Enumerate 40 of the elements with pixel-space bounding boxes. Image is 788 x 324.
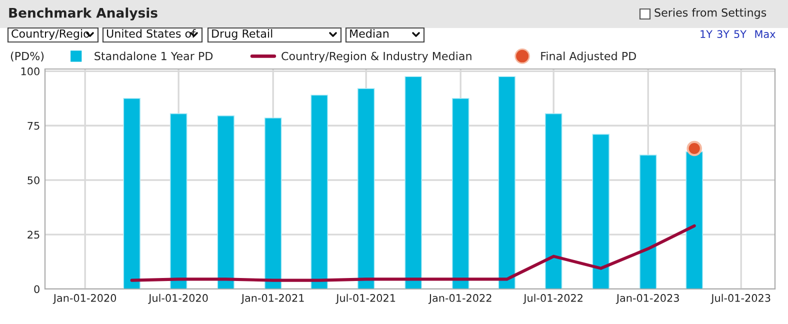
x-tick-label: Jul-01-2021: [336, 294, 396, 304]
bar: [639, 154, 657, 289]
bar: [123, 98, 140, 289]
bar: [170, 113, 188, 289]
y-tick-label: 25: [28, 230, 40, 239]
bar: [404, 76, 422, 289]
text: Median: [350, 29, 388, 38]
text: 1Y: [700, 30, 713, 38]
text: Country/Regio: [12, 29, 90, 40]
bar: [592, 134, 610, 289]
y-tick-label: 100: [21, 67, 40, 76]
bar: [217, 115, 234, 289]
chart-title: Benchmark Analysis: [9, 8, 158, 20]
bar: [498, 76, 516, 289]
x-tick-label: Jan-01-2020: [52, 294, 116, 304]
bar: [357, 88, 375, 289]
x-tick-label: Jul-01-2022: [523, 294, 582, 304]
legend-label: Country/Region & Industry Median: [282, 52, 472, 62]
x-tick-label: Jan-01-2022: [428, 294, 492, 304]
legend-label: Final Adjusted PD: [541, 52, 636, 62]
text: Series from Settings: [654, 8, 766, 19]
y-tick-label: 50: [28, 176, 40, 184]
text: 5Y: [734, 30, 747, 38]
bar: [686, 151, 703, 289]
x-tick-label: Jan-01-2023: [616, 294, 679, 304]
x-tick-label: Jul-01-2023: [710, 294, 770, 304]
x-tick-label: Jan-01-2021: [240, 294, 304, 304]
bar: [310, 94, 328, 289]
text: 3Y: [717, 30, 730, 38]
y-tick-label: 0: [34, 285, 40, 294]
y-axis-title: (PD%): [10, 52, 44, 62]
bar: [452, 98, 470, 289]
text: Max: [755, 30, 776, 38]
y-tick-label: 75: [28, 122, 40, 130]
line-series: [130, 224, 696, 282]
bar: [544, 113, 562, 289]
x-tick-label: Jul-01-2020: [148, 294, 208, 304]
legend-label: Standalone 1 Year PD: [94, 52, 213, 60]
bar: [264, 118, 282, 289]
text: Drug Retail: [212, 29, 272, 40]
